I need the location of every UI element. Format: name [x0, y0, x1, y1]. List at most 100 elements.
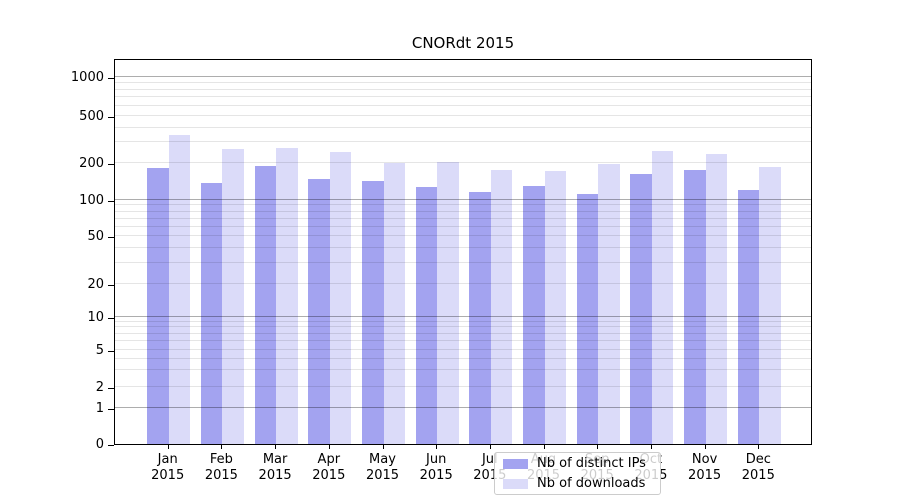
y-tick-mark-500 — [108, 117, 114, 119]
gridline-20 — [115, 282, 811, 284]
bar-distinct-ips-mar — [254, 166, 277, 444]
x-tick-label-may: May 2015 — [365, 452, 400, 483]
x-tick-mark-jan — [167, 445, 169, 449]
x-tick-label-mar: Mar 2015 — [258, 452, 292, 483]
bar-distinct-ips-feb — [200, 182, 223, 444]
x-tick-mark-jun — [436, 445, 438, 449]
y-tick-label-200: 200 — [79, 156, 104, 171]
bar-distinct-ips-sep — [576, 193, 599, 444]
bar-downloads-nov — [705, 153, 728, 444]
bar-distinct-ips-nov — [684, 170, 706, 444]
y-tick-label-50: 50 — [87, 229, 104, 245]
gridline-50 — [115, 235, 811, 237]
y-tick-label-1: 1 — [95, 401, 104, 417]
bar-downloads-mar — [276, 147, 298, 444]
y-tick-mark-0 — [108, 445, 114, 446]
bar-distinct-ips-oct — [630, 173, 652, 444]
y-tick-mark-5 — [108, 351, 114, 352]
y-tick-mark-50 — [108, 237, 114, 239]
bar-distinct-ips-apr — [308, 179, 330, 444]
gridline-40 — [115, 246, 811, 248]
bar-downloads-sep — [598, 164, 620, 444]
x-tick-label-nov: Nov 2015 — [688, 452, 722, 483]
gridline-9 — [115, 320, 811, 322]
bar-downloads-may — [383, 163, 405, 444]
legend-label: Nb of distinct IPs — [537, 455, 646, 471]
gridline-600 — [115, 104, 811, 106]
legend-swatch-icon — [503, 478, 528, 489]
y-tick-mark-20 — [108, 284, 114, 286]
y-tick-label-20: 20 — [87, 276, 104, 292]
bar-downloads-dec — [759, 167, 781, 444]
legend-entry-downloads: Nb of downloads — [503, 476, 652, 492]
bar-downloads-apr — [329, 152, 352, 444]
gridline-10 — [115, 315, 811, 317]
gridline-900 — [115, 82, 811, 83]
chart-title: CNORdt 2015 — [411, 34, 515, 52]
gridline-400 — [115, 126, 811, 128]
y-tick-label-100: 100 — [79, 192, 104, 208]
bar-downloads-feb — [222, 148, 244, 444]
gridline-100 — [115, 198, 811, 200]
bar-downloads-jul — [490, 170, 513, 444]
x-tick-mark-aug — [543, 445, 545, 449]
x-tick-mark-dec — [758, 445, 760, 449]
gridline-6 — [115, 340, 811, 342]
gridline-700 — [115, 96, 811, 98]
y-tick-label-1000: 1000 — [70, 70, 104, 86]
x-tick-label-apr: Apr 2015 — [312, 452, 346, 483]
x-tick-label-dec: Dec 2015 — [741, 452, 775, 483]
gridline-90 — [115, 204, 811, 206]
x-tick-mark-jul — [489, 445, 491, 449]
gridline-3 — [115, 369, 811, 371]
y-tick-mark-2 — [108, 387, 114, 389]
gridline-7 — [115, 332, 811, 334]
gridline-500 — [115, 115, 811, 117]
bar-distinct-ips-jun — [415, 187, 438, 444]
bar-distinct-ips-aug — [523, 186, 545, 444]
y-tick-mark-1 — [108, 409, 114, 411]
bar-distinct-ips-jan — [147, 168, 169, 444]
gridline-5 — [115, 349, 811, 350]
gridline-4 — [115, 357, 811, 359]
y-tick-mark-200 — [108, 164, 114, 165]
x-tick-mark-feb — [221, 445, 223, 449]
legend-entry-distinct-ips: Nb of distinct IPs — [503, 456, 652, 472]
bar-downloads-jan — [168, 135, 191, 444]
y-tick-mark-100 — [108, 200, 114, 202]
gridline-1000 — [115, 76, 811, 78]
gridline-2 — [115, 385, 811, 387]
y-tick-label-10: 10 — [87, 309, 104, 325]
x-tick-label-feb: Feb 2015 — [204, 452, 238, 483]
gridline-30 — [115, 261, 811, 263]
x-tick-label-jan: Jan 2015 — [151, 452, 185, 483]
y-tick-label-500: 500 — [79, 109, 104, 125]
gridline-8 — [115, 326, 811, 328]
bar-distinct-ips-may — [362, 181, 384, 444]
y-tick-label-0: 0 — [95, 437, 104, 452]
y-tick-label-5: 5 — [95, 343, 104, 358]
bar-downloads-jun — [437, 161, 459, 444]
x-tick-mark-mar — [275, 445, 277, 449]
x-tick-mark-apr — [328, 445, 330, 449]
x-tick-mark-oct — [650, 445, 652, 449]
gridline-80 — [115, 210, 811, 212]
bar-distinct-ips-dec — [737, 190, 760, 444]
gridline-300 — [115, 141, 811, 143]
legend: Nb of distinct IPs Nb of downloads — [494, 452, 661, 495]
x-tick-mark-may — [382, 445, 384, 449]
x-tick-label-jun: Jun 2015 — [419, 452, 453, 483]
plot-area: Nb of distinct IPs Nb of downloads — [114, 59, 812, 495]
gridline-200 — [115, 162, 811, 163]
bar-downloads-aug — [544, 171, 566, 444]
x-tick-mark-nov — [704, 445, 706, 449]
gridline-70 — [115, 217, 811, 219]
gridline-800 — [115, 88, 811, 90]
legend-swatch-icon — [503, 458, 528, 469]
bar-downloads-oct — [651, 150, 674, 444]
y-tick-mark-10 — [108, 317, 114, 319]
bar-distinct-ips-jul — [469, 191, 491, 444]
gridline-1 — [115, 407, 811, 409]
y-tick-mark-1000 — [108, 78, 114, 80]
